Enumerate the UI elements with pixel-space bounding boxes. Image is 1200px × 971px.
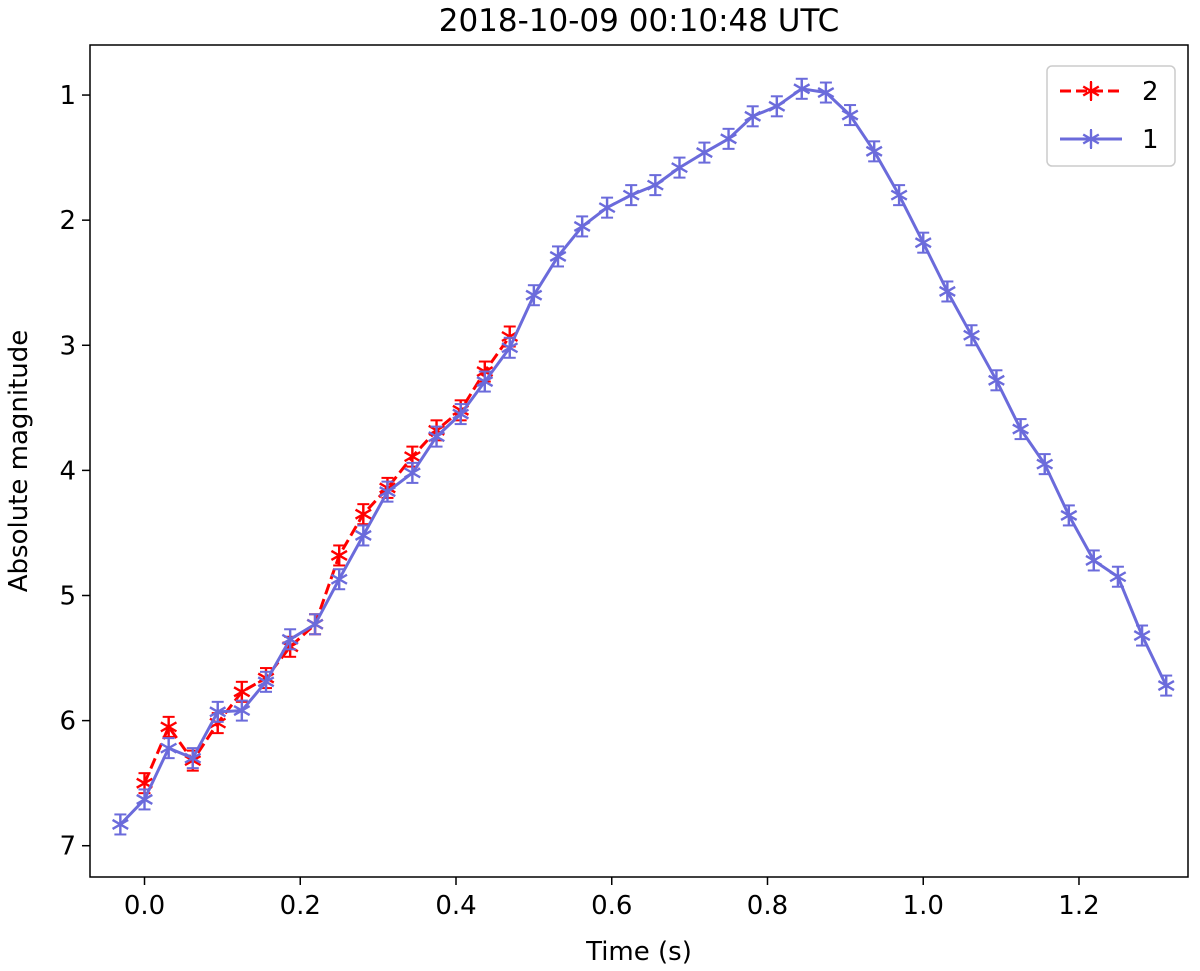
x-tick-label: 0.6 [591, 891, 632, 921]
data-point [1133, 626, 1151, 645]
data-point [963, 326, 980, 345]
data-point [1060, 506, 1078, 525]
data-point [938, 282, 956, 301]
data-point [646, 176, 664, 195]
data-point [428, 427, 445, 446]
data-point [598, 198, 616, 217]
data-point [184, 749, 202, 768]
y-tick-label: 3 [59, 331, 76, 361]
data-point [573, 217, 591, 236]
legend-marker [1082, 130, 1100, 148]
data-point [1085, 551, 1103, 570]
data-point [330, 570, 348, 589]
data-point [793, 79, 811, 98]
data-point [1036, 455, 1054, 474]
data-point [914, 233, 932, 252]
data-point [306, 615, 324, 634]
chart-title: 2018-10-09 00:10:48 UTC [439, 3, 840, 39]
data-point [136, 790, 153, 809]
data-point [452, 405, 470, 424]
data-point [841, 106, 859, 125]
data-point [233, 682, 251, 701]
data-point [160, 739, 178, 758]
data-point [696, 143, 713, 162]
legend: 21 [1046, 65, 1176, 167]
data-point [865, 142, 883, 161]
x-tick-label: 0.8 [747, 891, 788, 921]
data-point [354, 526, 372, 545]
x-axis: 0.0 0.2 0.4 0.6 0.8 1.0 1.2 [124, 877, 1100, 921]
x-tick-label: 0.0 [124, 891, 165, 921]
data-point [354, 505, 372, 524]
y-tick-label: 1 [59, 81, 76, 111]
y-tick-label: 2 [59, 206, 76, 236]
series-1 [111, 77, 1175, 836]
data-point [768, 97, 786, 116]
x-tick-label: 1.2 [1058, 891, 1099, 921]
data-point [549, 247, 567, 266]
y-tick-label: 5 [59, 581, 76, 611]
data-point [160, 717, 178, 736]
series-2-line [143, 335, 511, 784]
y-tick-label: 7 [59, 832, 76, 862]
legend-label: 1 [1142, 125, 1159, 155]
data-point [501, 338, 519, 357]
legend-marker [1082, 82, 1100, 100]
data-point [379, 482, 396, 501]
chart-marks [111, 77, 1175, 836]
data-point [1109, 567, 1127, 586]
data-point [720, 129, 737, 148]
y-tick-label: 6 [59, 707, 76, 737]
data-point [1157, 676, 1175, 695]
data-point [744, 107, 762, 126]
data-point [890, 186, 908, 205]
legend-entry-2: 2 [1060, 77, 1159, 107]
data-point [671, 158, 688, 177]
data-point [622, 186, 640, 205]
data-point [988, 371, 1005, 390]
x-tick-label: 1.0 [903, 891, 944, 921]
data-point [817, 83, 835, 102]
data-point [111, 815, 129, 834]
legend-label: 2 [1142, 77, 1159, 107]
data-point [403, 463, 421, 482]
data-point [281, 630, 299, 649]
x-tick-label: 0.4 [435, 891, 476, 921]
data-point [476, 372, 494, 391]
data-point [209, 702, 227, 721]
data-point [1012, 420, 1029, 439]
data-point [525, 286, 543, 305]
y-tick-label: 4 [59, 456, 76, 486]
x-axis-label: Time (s) [585, 937, 692, 967]
plot-frame [89, 44, 1189, 878]
data-point [330, 546, 348, 565]
y-axis: 1 2 3 4 5 6 7 [59, 81, 90, 862]
series-1-line [119, 87, 1168, 826]
data-point [233, 701, 251, 720]
y-axis-label: Absolute magnitude [4, 330, 34, 593]
x-tick-label: 0.2 [280, 891, 321, 921]
series-2 [136, 325, 519, 795]
legend-entry-1: 1 [1060, 125, 1159, 155]
data-point [257, 672, 275, 691]
